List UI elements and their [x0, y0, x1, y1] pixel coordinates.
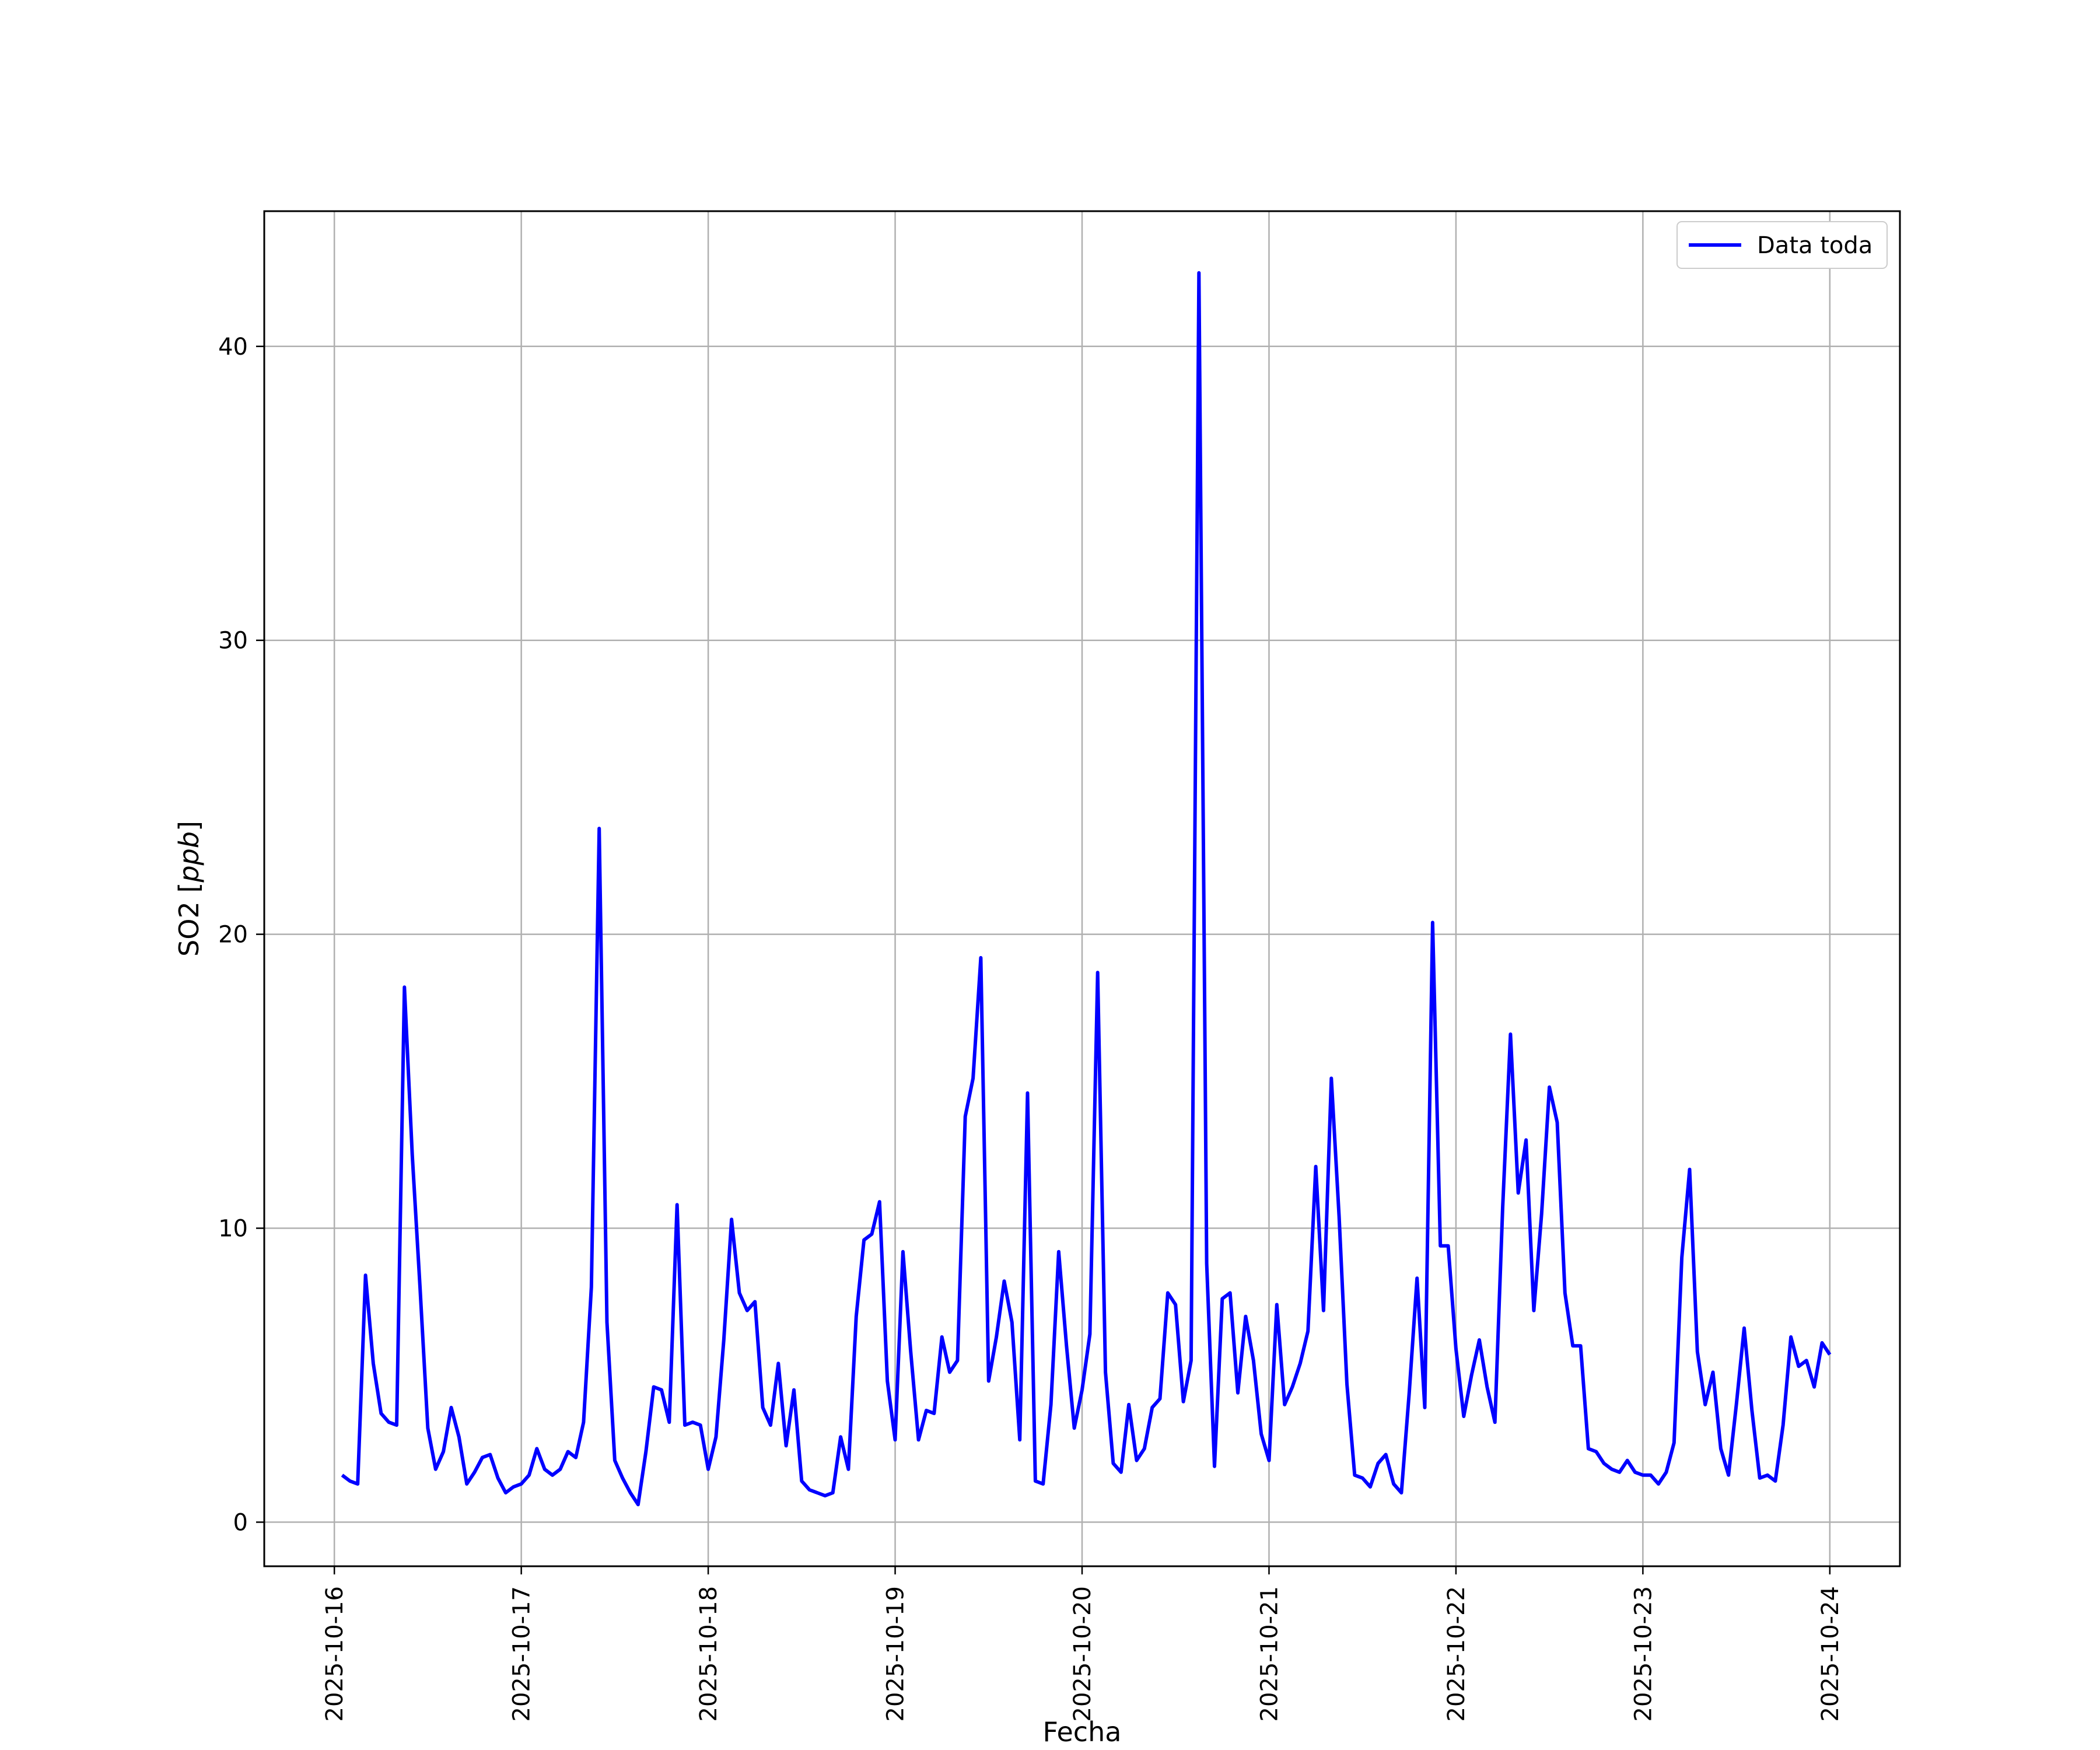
- legend: Data toda: [1676, 221, 1888, 269]
- x-tick-label: 2025-10-18: [695, 1586, 722, 1721]
- y-axis-label-suffix: ]: [173, 821, 205, 831]
- x-tick-label: 2025-10-24: [1817, 1586, 1844, 1721]
- y-axis-label-unit: ppb: [173, 831, 205, 883]
- y-tick-label: 20: [218, 922, 248, 949]
- y-tick-labels: 0 10 20 30 40: [218, 334, 248, 1536]
- y-tick-label: 10: [218, 1216, 248, 1242]
- x-tick-label: 2025-10-16: [321, 1586, 348, 1721]
- y-tick-label: 0: [233, 1509, 248, 1536]
- x-axis-label: Fecha: [1043, 1716, 1122, 1748]
- x-tick-label: 2025-10-19: [883, 1586, 909, 1721]
- x-tick-label: 2025-10-22: [1443, 1586, 1470, 1721]
- y-axis-label-prefix: SO2 [: [173, 883, 205, 957]
- y-axis-label: SO2 [ppb]: [173, 821, 205, 957]
- x-tick-label: 2025-10-17: [509, 1586, 536, 1721]
- grid-lines: [264, 211, 1900, 1566]
- legend-entry-label: Data toda: [1757, 232, 1873, 259]
- series-layer: [341, 271, 1832, 1507]
- series-line: [341, 271, 1832, 1507]
- tick-marks: [256, 345, 1831, 1574]
- x-tick-label: 2025-10-23: [1630, 1586, 1657, 1721]
- x-tick-labels: 2025-10-16 2025-10-17 2025-10-18 2025-10-19…: [321, 1586, 1844, 1721]
- legend-box: [1676, 221, 1888, 269]
- y-tick-label: 40: [218, 334, 248, 360]
- x-tick-label: 2025-10-21: [1256, 1586, 1283, 1721]
- x-tick-label: 2025-10-20: [1069, 1586, 1096, 1721]
- y-tick-label: 30: [218, 628, 248, 654]
